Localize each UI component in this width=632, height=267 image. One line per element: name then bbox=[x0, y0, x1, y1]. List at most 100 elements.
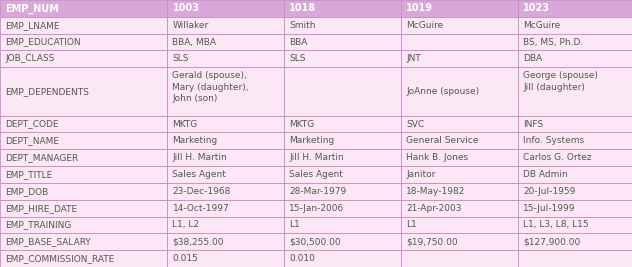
Bar bbox=[0, 17, 167, 34]
Bar bbox=[518, 250, 632, 267]
Bar bbox=[401, 200, 518, 217]
Bar bbox=[518, 116, 632, 132]
Text: INFS: INFS bbox=[523, 120, 544, 129]
Bar bbox=[167, 200, 284, 217]
Bar bbox=[401, 149, 518, 166]
Text: BS, MS, Ph.D.: BS, MS, Ph.D. bbox=[523, 38, 583, 46]
Text: $38,255.00: $38,255.00 bbox=[173, 237, 224, 246]
Text: 1003: 1003 bbox=[173, 3, 200, 13]
Text: 1023: 1023 bbox=[523, 3, 550, 13]
Text: 1018: 1018 bbox=[289, 3, 317, 13]
Text: EMP_NUM: EMP_NUM bbox=[5, 3, 59, 14]
Text: 0.015: 0.015 bbox=[173, 254, 198, 263]
Text: Carlos G. Ortez: Carlos G. Ortez bbox=[523, 153, 592, 162]
Bar bbox=[167, 34, 284, 50]
Text: 21-Apr-2003: 21-Apr-2003 bbox=[406, 204, 462, 213]
Text: SVC: SVC bbox=[406, 120, 425, 129]
Bar bbox=[518, 67, 632, 116]
Text: 15-Jan-2006: 15-Jan-2006 bbox=[289, 204, 344, 213]
Bar bbox=[167, 149, 284, 166]
Bar bbox=[167, 217, 284, 233]
Bar bbox=[0, 67, 167, 116]
Text: JOB_CLASS: JOB_CLASS bbox=[5, 54, 54, 63]
Text: SLS: SLS bbox=[173, 54, 189, 63]
Text: EMP_BASE_SALARY: EMP_BASE_SALARY bbox=[5, 237, 91, 246]
Bar bbox=[167, 17, 284, 34]
Bar bbox=[167, 116, 284, 132]
Bar bbox=[518, 183, 632, 200]
Text: Hank B. Jones: Hank B. Jones bbox=[406, 153, 468, 162]
Text: JoAnne (spouse): JoAnne (spouse) bbox=[406, 87, 480, 96]
Text: Marketing: Marketing bbox=[289, 136, 335, 146]
Text: BBA: BBA bbox=[289, 38, 308, 46]
Bar bbox=[0, 233, 167, 250]
Bar bbox=[284, 217, 401, 233]
Text: JNT: JNT bbox=[406, 54, 421, 63]
Text: EMP_TITLE: EMP_TITLE bbox=[5, 170, 52, 179]
Bar bbox=[401, 217, 518, 233]
Bar bbox=[518, 0, 632, 17]
Bar bbox=[401, 17, 518, 34]
Text: 1019: 1019 bbox=[406, 3, 434, 13]
Text: Info. Systems: Info. Systems bbox=[523, 136, 585, 146]
Text: DB Admin: DB Admin bbox=[523, 170, 568, 179]
Bar bbox=[0, 34, 167, 50]
Text: EMP_LNAME: EMP_LNAME bbox=[5, 21, 59, 30]
Bar bbox=[284, 149, 401, 166]
Bar bbox=[284, 200, 401, 217]
Bar bbox=[284, 183, 401, 200]
Bar bbox=[401, 250, 518, 267]
Bar bbox=[518, 200, 632, 217]
Text: General Service: General Service bbox=[406, 136, 479, 146]
Text: Sales Agent: Sales Agent bbox=[173, 170, 226, 179]
Bar bbox=[401, 166, 518, 183]
Bar bbox=[518, 149, 632, 166]
Bar bbox=[167, 183, 284, 200]
Bar bbox=[401, 0, 518, 17]
Text: $30,500.00: $30,500.00 bbox=[289, 237, 341, 246]
Text: EMP_DOB: EMP_DOB bbox=[5, 187, 48, 196]
Text: L1, L2: L1, L2 bbox=[173, 221, 200, 229]
Text: EMP_EDUCATION: EMP_EDUCATION bbox=[5, 38, 81, 46]
Text: Gerald (spouse),
Mary (daughter),
John (son): Gerald (spouse), Mary (daughter), John (… bbox=[173, 71, 249, 103]
Text: 28-Mar-1979: 28-Mar-1979 bbox=[289, 187, 346, 196]
Bar bbox=[518, 166, 632, 183]
Text: 14-Oct-1997: 14-Oct-1997 bbox=[173, 204, 229, 213]
Text: DEPT_CODE: DEPT_CODE bbox=[5, 120, 59, 129]
Bar bbox=[518, 132, 632, 149]
Bar bbox=[167, 233, 284, 250]
Bar bbox=[401, 183, 518, 200]
Bar bbox=[284, 250, 401, 267]
Bar bbox=[167, 50, 284, 67]
Text: Jill H. Martin: Jill H. Martin bbox=[289, 153, 344, 162]
Bar bbox=[284, 17, 401, 34]
Bar bbox=[0, 166, 167, 183]
Text: MKTG: MKTG bbox=[173, 120, 198, 129]
Bar bbox=[401, 116, 518, 132]
Bar bbox=[401, 67, 518, 116]
Bar bbox=[518, 50, 632, 67]
Bar bbox=[0, 183, 167, 200]
Bar bbox=[518, 233, 632, 250]
Text: 23-Dec-1968: 23-Dec-1968 bbox=[173, 187, 231, 196]
Text: EMP_DEPENDENTS: EMP_DEPENDENTS bbox=[5, 87, 89, 96]
Bar bbox=[0, 50, 167, 67]
Text: 20-Jul-1959: 20-Jul-1959 bbox=[523, 187, 576, 196]
Text: MKTG: MKTG bbox=[289, 120, 315, 129]
Text: BBA, MBA: BBA, MBA bbox=[173, 38, 217, 46]
Bar bbox=[0, 132, 167, 149]
Bar bbox=[284, 132, 401, 149]
Text: DEPT_MANAGER: DEPT_MANAGER bbox=[5, 153, 78, 162]
Text: Willaker: Willaker bbox=[173, 21, 209, 30]
Text: 0.010: 0.010 bbox=[289, 254, 315, 263]
Bar bbox=[0, 217, 167, 233]
Bar bbox=[284, 166, 401, 183]
Bar bbox=[284, 34, 401, 50]
Bar bbox=[167, 166, 284, 183]
Bar bbox=[284, 116, 401, 132]
Text: George (spouse)
Jill (daughter): George (spouse) Jill (daughter) bbox=[523, 71, 598, 92]
Bar bbox=[167, 250, 284, 267]
Text: Marketing: Marketing bbox=[173, 136, 218, 146]
Bar bbox=[167, 132, 284, 149]
Bar bbox=[0, 200, 167, 217]
